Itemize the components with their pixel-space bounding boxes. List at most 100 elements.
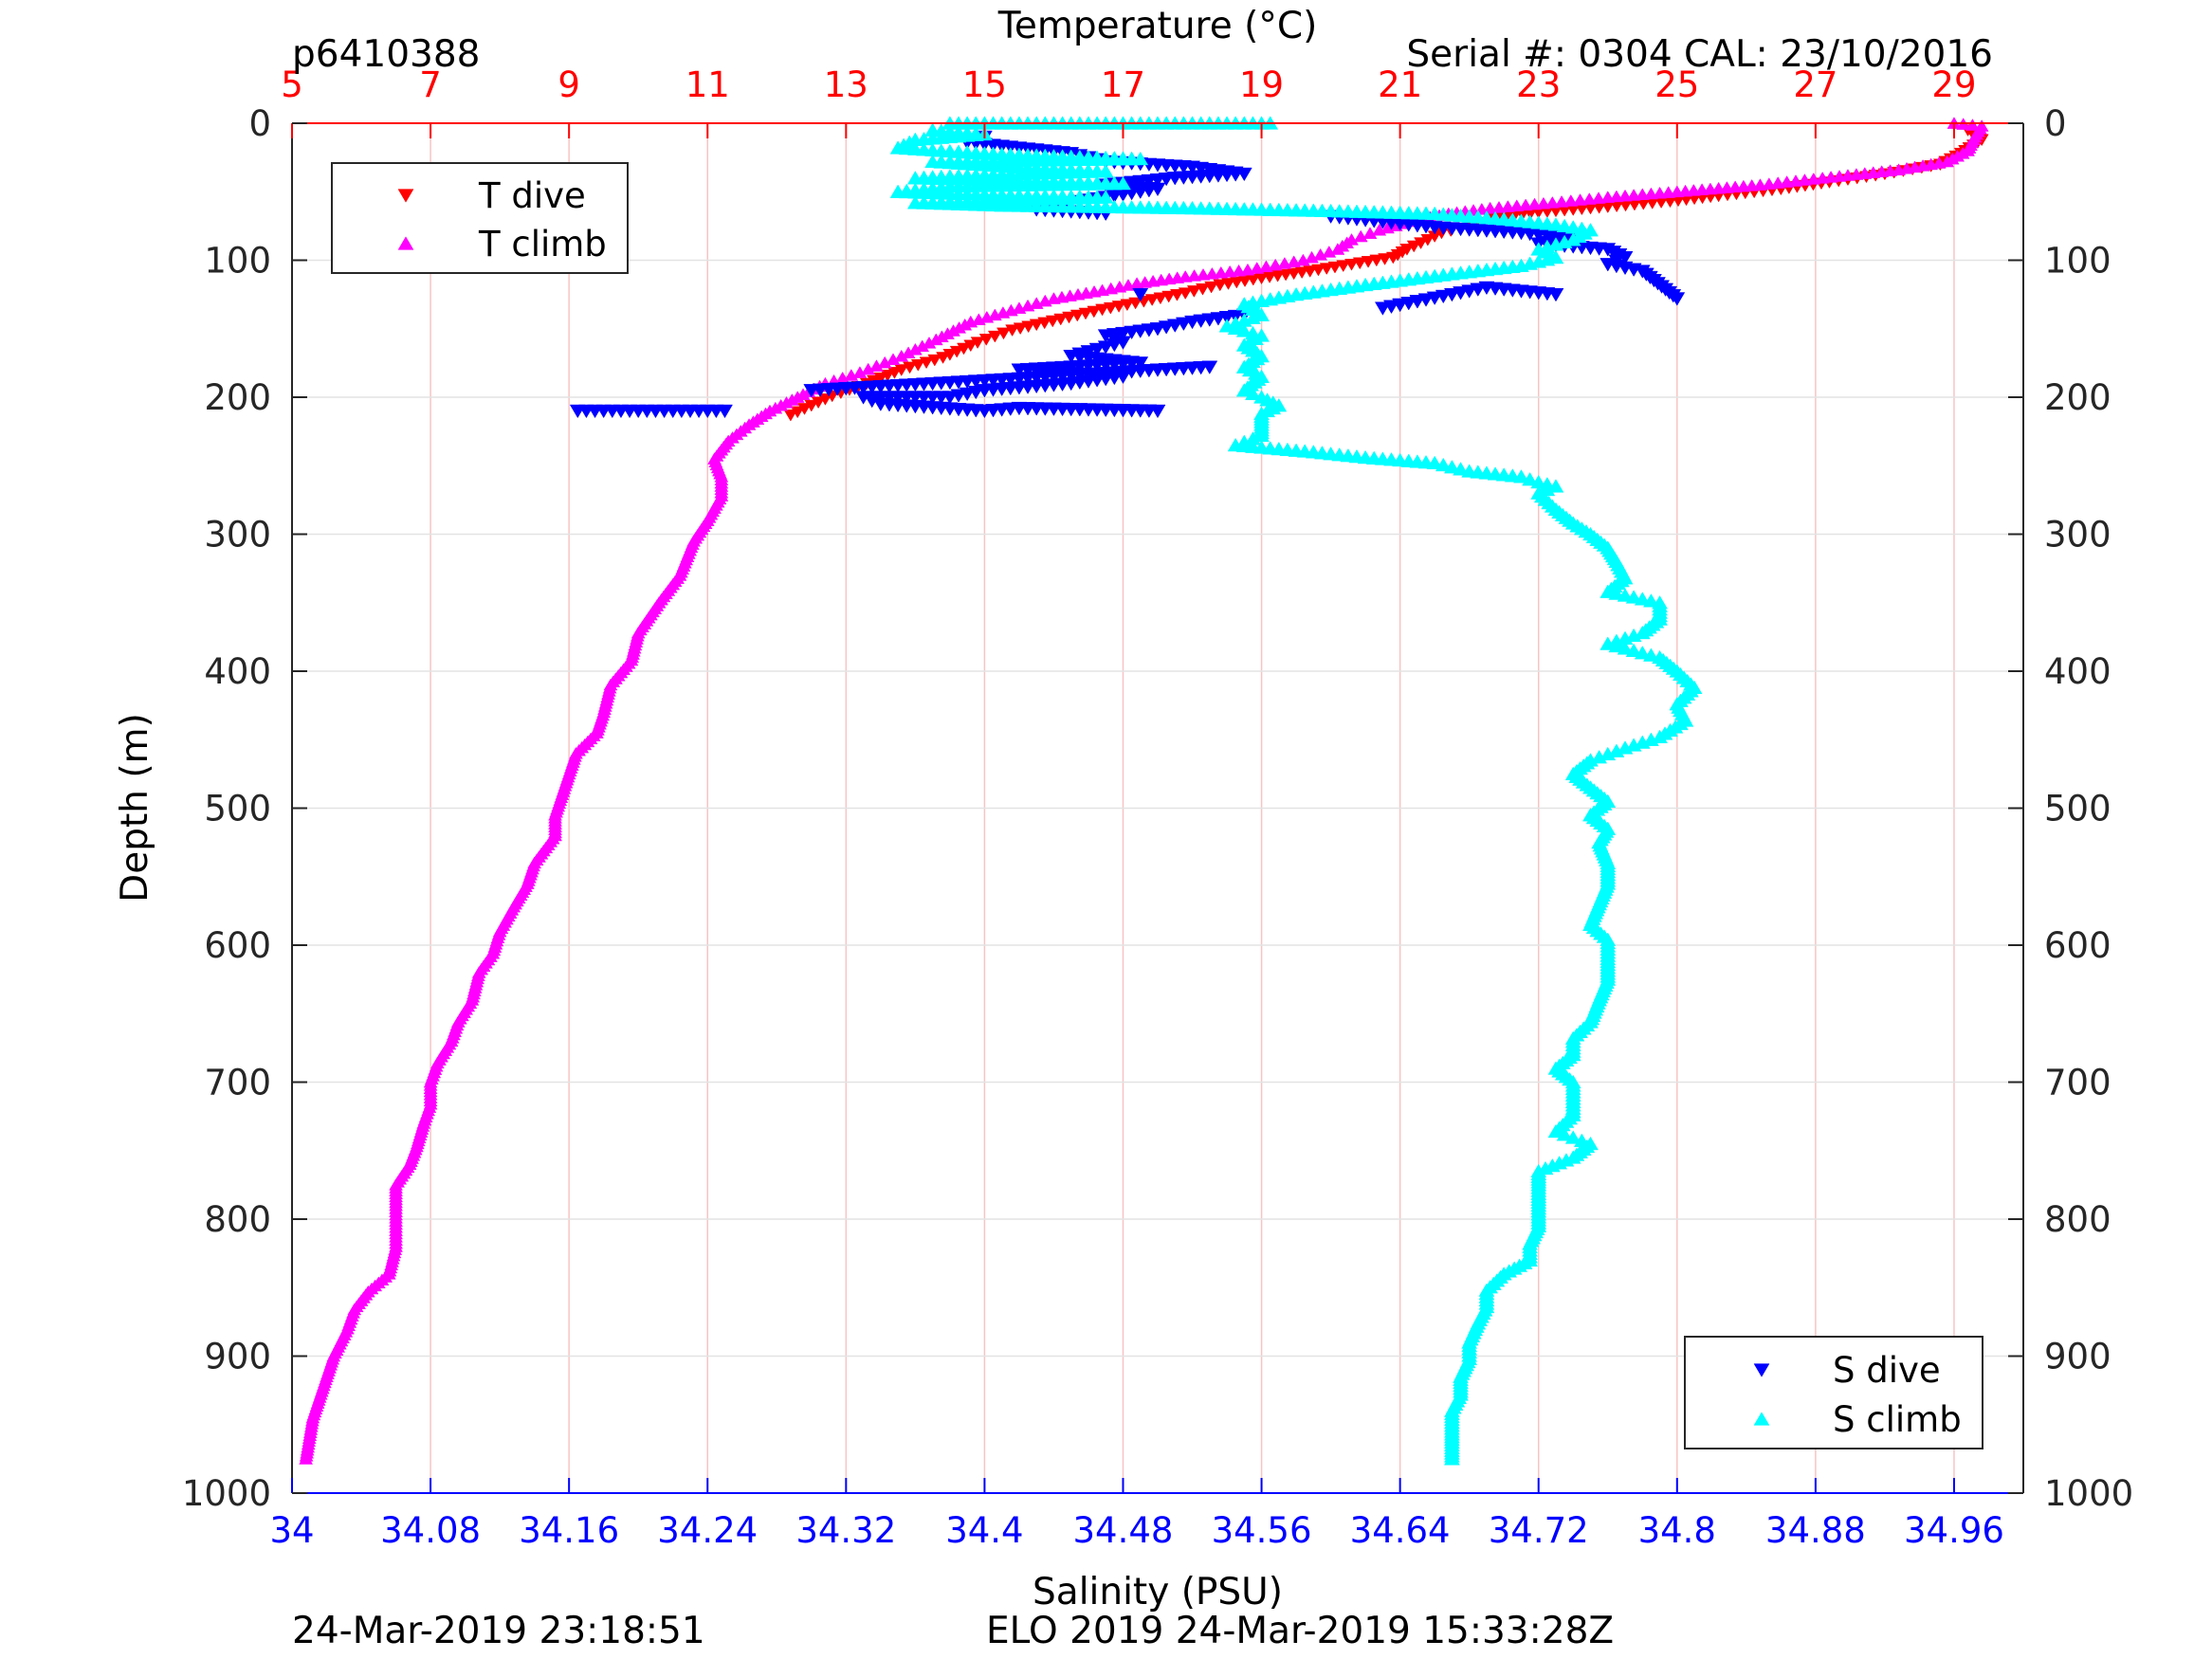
t-climb-point xyxy=(907,342,923,356)
t-climb-point xyxy=(1070,287,1086,301)
depth-tick-label-left: 800 xyxy=(204,1199,271,1240)
t-climb-point xyxy=(1892,163,1906,175)
t-climb-point xyxy=(1661,186,1676,198)
t-climb-point xyxy=(1908,160,1923,173)
t-climb-point xyxy=(1138,276,1153,288)
t-climb-legend-triangle xyxy=(397,236,414,250)
temperature-tick-label: 11 xyxy=(686,64,730,105)
t-climb-point xyxy=(1536,196,1551,210)
salinity-tick-label: 34.88 xyxy=(1765,1510,1866,1551)
t-climb-point xyxy=(1003,303,1018,317)
t-climb-point xyxy=(1719,181,1734,193)
temperature-tick-label: 17 xyxy=(1101,64,1145,105)
t-climb-point xyxy=(1362,227,1378,239)
s-climb-point xyxy=(1244,386,1261,401)
t-climb-point xyxy=(1563,194,1579,207)
t-climb-point xyxy=(979,310,995,323)
t-climb-point xyxy=(1287,255,1302,268)
t-climb-point xyxy=(886,353,901,365)
salinity-tick-label: 34.8 xyxy=(1638,1510,1716,1551)
temperature-tick-label: 13 xyxy=(824,64,868,105)
s-climb-point xyxy=(1547,249,1564,264)
t-climb-point xyxy=(1372,223,1387,236)
t-climb-point xyxy=(1815,172,1830,184)
t-climb-point xyxy=(1483,201,1498,214)
s-dive-point xyxy=(1132,287,1149,302)
s-climb-point xyxy=(1652,729,1668,744)
t-dive-point xyxy=(783,409,798,422)
legend-t-dive-marker xyxy=(397,189,414,203)
depth-tick-label-right: 100 xyxy=(2044,241,2111,282)
depth-axis-label: Depth (m) xyxy=(114,713,156,902)
t-climb-point xyxy=(1178,270,1193,283)
s-climb-point xyxy=(1634,625,1651,640)
t-climb-point xyxy=(1745,178,1760,191)
t-climb-point xyxy=(1653,186,1667,199)
t-climb-point xyxy=(1313,247,1328,261)
t-climb-point xyxy=(922,336,937,349)
s-climb-point xyxy=(1634,646,1651,660)
t-climb-point xyxy=(1780,175,1795,188)
depth-tick-label-right: 0 xyxy=(2044,103,2067,144)
depth-tick-label-right: 200 xyxy=(2044,377,2111,418)
salinity-tick-label: 34.48 xyxy=(1073,1510,1174,1551)
t-climb-point xyxy=(1491,200,1507,213)
legend-t-climb-label: T climb xyxy=(478,224,607,264)
salinity-tick-label: 34.08 xyxy=(380,1510,481,1551)
salinity-tick-label: 34.64 xyxy=(1350,1510,1451,1551)
s-climb-point xyxy=(1591,749,1608,764)
t-climb-point xyxy=(1600,191,1616,203)
t-climb-point xyxy=(1258,260,1273,273)
s-climb-point xyxy=(1600,636,1617,650)
t-climb-point xyxy=(1204,266,1219,280)
t-climb-point xyxy=(1527,197,1542,210)
t-climb-point xyxy=(915,339,930,353)
temperature-tick-label: 19 xyxy=(1239,64,1284,105)
t-climb-point xyxy=(869,359,884,372)
s-climb-point xyxy=(1600,746,1617,761)
footer-timestamp: 24-Mar-2019 23:18:51 xyxy=(292,1610,705,1652)
salinity-tick-label: 34.4 xyxy=(945,1510,1023,1551)
t-climb-point xyxy=(987,308,1002,321)
depth-tick-label-right: 1000 xyxy=(2044,1473,2133,1514)
s-climb-point xyxy=(1608,743,1625,757)
t-climb-point xyxy=(1268,258,1283,271)
s-climb-point xyxy=(1227,320,1244,336)
t-climb-point xyxy=(1277,257,1292,269)
t-climb-point xyxy=(1899,161,1914,174)
s-climb-point xyxy=(1564,232,1581,246)
t-climb-point xyxy=(1187,269,1202,282)
temperature-tick-label: 5 xyxy=(281,64,303,105)
t-climb-point xyxy=(1330,243,1345,255)
t-climb-point xyxy=(1240,263,1255,276)
t-climb-point xyxy=(1753,178,1767,191)
salinity-tick-label: 34.72 xyxy=(1489,1510,1589,1551)
t-climb-point xyxy=(1618,189,1633,202)
data-series-layer xyxy=(299,116,1989,1466)
t-climb-point xyxy=(1095,283,1110,297)
t-climb-point xyxy=(1736,179,1751,192)
t-climb-point xyxy=(1222,264,1237,278)
legend-salinity-box xyxy=(1684,1336,1983,1449)
t-climb-point xyxy=(1866,166,1881,178)
t-climb-point xyxy=(1054,290,1069,303)
salinity-tick-label: 34 xyxy=(269,1510,314,1551)
s-climb-point xyxy=(1625,628,1642,643)
t-climb-point xyxy=(1104,282,1119,295)
t-climb-point xyxy=(1840,169,1856,181)
s-climb-point xyxy=(1556,1127,1573,1141)
t-climb-point xyxy=(1012,301,1027,314)
t-climb-point xyxy=(1770,176,1785,189)
t-climb-point xyxy=(1214,265,1229,279)
t-climb-point xyxy=(861,362,876,375)
depth-tick-label-left: 200 xyxy=(204,377,271,418)
t-climb-point xyxy=(1518,198,1533,211)
salinity-tick-label: 34.32 xyxy=(795,1510,896,1551)
s-climb-point xyxy=(1530,254,1547,268)
t-climb-point xyxy=(1670,185,1685,198)
t-climb-point xyxy=(1694,183,1709,195)
depth-tick-label-left: 500 xyxy=(204,789,271,830)
depth-tick-label-left: 0 xyxy=(248,103,271,144)
t-climb-point xyxy=(1353,229,1368,243)
t-climb-point xyxy=(1509,199,1525,211)
